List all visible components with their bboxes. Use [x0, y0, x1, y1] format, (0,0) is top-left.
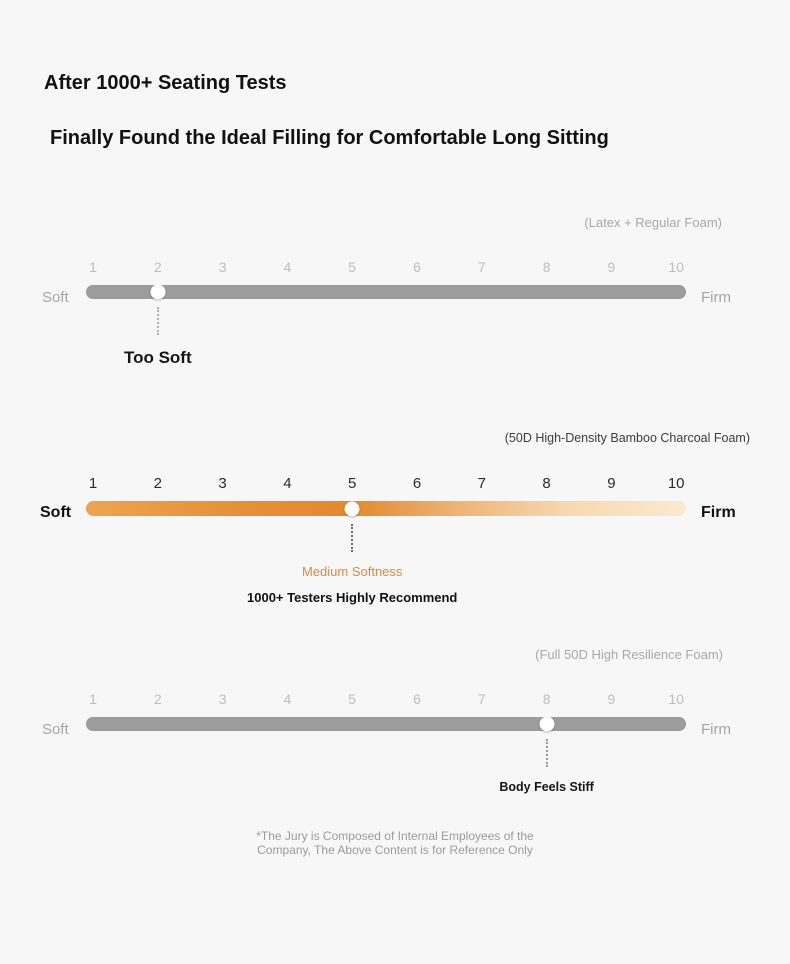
dotted-pointer-line: [351, 524, 354, 552]
heading-seating-tests: After 1000+ Seating Tests: [44, 72, 287, 94]
dotted-pointer-line: [545, 739, 548, 767]
scale-tick-labels: 1 2 3 4 5 6 7 8 9 10: [86, 475, 686, 493]
softness-scale-bamboo-charcoal-foam: (50D High-Density Bamboo Charcoal Foam) …: [0, 431, 790, 631]
tick-label: 8: [542, 475, 551, 492]
tick-label: 7: [477, 475, 486, 492]
scale-caption: (Latex + Regular Foam): [584, 215, 722, 230]
scale-marker-dot: [539, 716, 555, 732]
tick-label: 8: [542, 259, 551, 275]
scale-caption: (Full 50D High Resilience Foam): [535, 647, 723, 662]
scale-marker-dot: [150, 284, 166, 300]
firm-label: Firm: [701, 289, 731, 306]
tick-label: 1: [89, 259, 97, 275]
scale-tick-labels: 1 2 3 4 5 6 7 8 9 10: [86, 691, 686, 709]
disclaimer: *The Jury is Composed of Internal Employ…: [0, 829, 790, 857]
disclaimer-line-1: *The Jury is Composed of Internal Employ…: [256, 829, 534, 843]
tick-label: 10: [668, 259, 684, 275]
disclaimer-line-2: Company, The Above Content is for Refere…: [257, 842, 533, 857]
tick-label: 6: [413, 691, 421, 707]
tick-label: 6: [413, 259, 421, 275]
tick-label: 5: [348, 691, 357, 707]
tick-label: 7: [477, 691, 486, 707]
tick-label: 1: [88, 475, 98, 492]
tick-label: 3: [218, 691, 227, 707]
annotation-body-feels-stiff: Body Feels Stiff: [499, 780, 594, 794]
tick-label: 3: [218, 259, 227, 275]
scale-tick-labels: 1 2 3 4 5 6 7 8 9 10: [86, 259, 686, 277]
scale-bar: [86, 716, 686, 732]
tick-label: 10: [667, 475, 685, 492]
softness-scale-high-resilience-foam: (Full 50D High Resilience Foam) 1 2 3 4 5 6 7 8…: [0, 647, 790, 847]
tick-label: 7: [477, 259, 486, 275]
tick-label: 2: [153, 259, 162, 275]
scale-annotation: Body Feels Stiff: [499, 780, 593, 794]
tick-label: 6: [412, 475, 422, 492]
tick-label: 2: [153, 475, 162, 492]
scale-caption: (50D High-Density Bamboo Charcoal Foam): [504, 431, 750, 445]
tick-label: 4: [283, 691, 292, 707]
softness-scale-latex-regular-foam: (Latex + Regular Foam) 1 2 3 4 5 6 7 8 9 10 Soft …: [0, 215, 790, 415]
tick-label: 3: [218, 475, 227, 492]
tick-label: 4: [283, 475, 292, 492]
tick-label: 1: [89, 691, 97, 707]
soft-label: Soft: [40, 504, 72, 521]
dotted-pointer-line: [156, 307, 159, 335]
firm-label: Firm: [701, 504, 736, 521]
scale-bar: [86, 284, 686, 300]
annotation-medium-softness: Medium Softness: [301, 564, 403, 579]
tick-label: 5: [348, 259, 357, 275]
tick-label: 4: [283, 259, 292, 275]
tick-label: 9: [607, 475, 616, 492]
heading-ideal-filling: Finally Found the Ideal Filling for Comf…: [50, 127, 609, 149]
annotation-too-soft: Too Soft: [123, 348, 192, 367]
tick-label: 10: [668, 691, 684, 707]
scale-annotation: Medium Softness 1000+ Testers Highly Rec…: [247, 564, 457, 605]
tick-label: 8: [542, 691, 551, 707]
soft-label: Soft: [42, 721, 69, 738]
annotation-testers-recommend: 1000+ Testers Highly Recommend: [247, 590, 458, 605]
scale-annotation: Too Soft: [124, 348, 192, 368]
scale-marker-dot: [344, 501, 360, 516]
tick-label: 9: [607, 259, 616, 275]
tick-label: 5: [348, 475, 357, 492]
tick-label: 2: [153, 691, 162, 707]
scale-bar: [86, 501, 686, 516]
tick-label: 9: [607, 691, 616, 707]
soft-label: Soft: [42, 289, 69, 306]
firm-label: Firm: [701, 721, 731, 738]
